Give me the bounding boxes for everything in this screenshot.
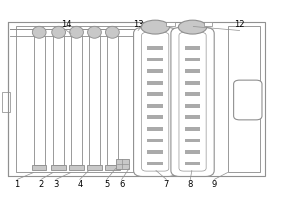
Text: 6: 6 — [119, 180, 124, 189]
Text: 13: 13 — [133, 20, 143, 29]
Bar — [52, 165, 66, 170]
Bar — [184, 58, 200, 61]
Bar — [184, 46, 200, 50]
Bar — [53, 36, 64, 165]
FancyBboxPatch shape — [179, 32, 206, 171]
Bar — [184, 162, 200, 165]
Bar — [147, 81, 163, 85]
Bar — [71, 36, 82, 165]
Bar — [16, 26, 141, 172]
Bar — [32, 165, 46, 170]
Bar — [184, 150, 200, 154]
Text: 4: 4 — [77, 180, 83, 189]
Text: 8: 8 — [188, 180, 193, 189]
Bar — [87, 165, 102, 170]
Ellipse shape — [88, 26, 101, 38]
FancyBboxPatch shape — [142, 32, 169, 171]
Ellipse shape — [178, 20, 207, 34]
Bar — [2, 92, 10, 112]
Text: 12: 12 — [234, 20, 245, 29]
Bar — [147, 104, 163, 108]
Bar — [89, 36, 100, 165]
Bar — [204, 22, 212, 26]
Text: 14: 14 — [61, 20, 72, 29]
Bar — [147, 46, 163, 50]
Bar — [8, 22, 265, 176]
Ellipse shape — [70, 26, 83, 38]
Bar — [167, 22, 175, 26]
Bar — [184, 115, 200, 119]
FancyBboxPatch shape — [234, 80, 262, 120]
Bar — [34, 36, 45, 165]
Bar — [184, 92, 200, 96]
Bar — [147, 92, 163, 96]
Bar — [184, 69, 200, 73]
Bar — [147, 115, 163, 119]
Text: 5: 5 — [104, 180, 109, 189]
FancyBboxPatch shape — [171, 28, 214, 176]
Bar — [69, 165, 84, 170]
Bar — [147, 69, 163, 73]
Text: 1: 1 — [14, 180, 20, 189]
Ellipse shape — [52, 26, 65, 38]
Bar — [184, 139, 200, 142]
FancyBboxPatch shape — [134, 28, 177, 176]
Text: 7: 7 — [164, 180, 169, 189]
Bar — [147, 127, 163, 131]
Text: 2: 2 — [38, 180, 43, 189]
Bar — [147, 162, 163, 165]
Bar — [105, 165, 119, 170]
Text: 9: 9 — [212, 180, 217, 189]
Text: 3: 3 — [53, 180, 58, 189]
Bar — [184, 127, 200, 131]
Ellipse shape — [141, 20, 170, 34]
Ellipse shape — [106, 26, 119, 38]
Bar — [147, 139, 163, 142]
Bar — [147, 58, 163, 61]
Bar — [116, 159, 129, 169]
Bar — [184, 81, 200, 85]
Bar — [228, 26, 260, 172]
Bar — [184, 104, 200, 108]
Bar — [107, 36, 118, 165]
Ellipse shape — [32, 26, 46, 38]
Bar — [147, 150, 163, 154]
